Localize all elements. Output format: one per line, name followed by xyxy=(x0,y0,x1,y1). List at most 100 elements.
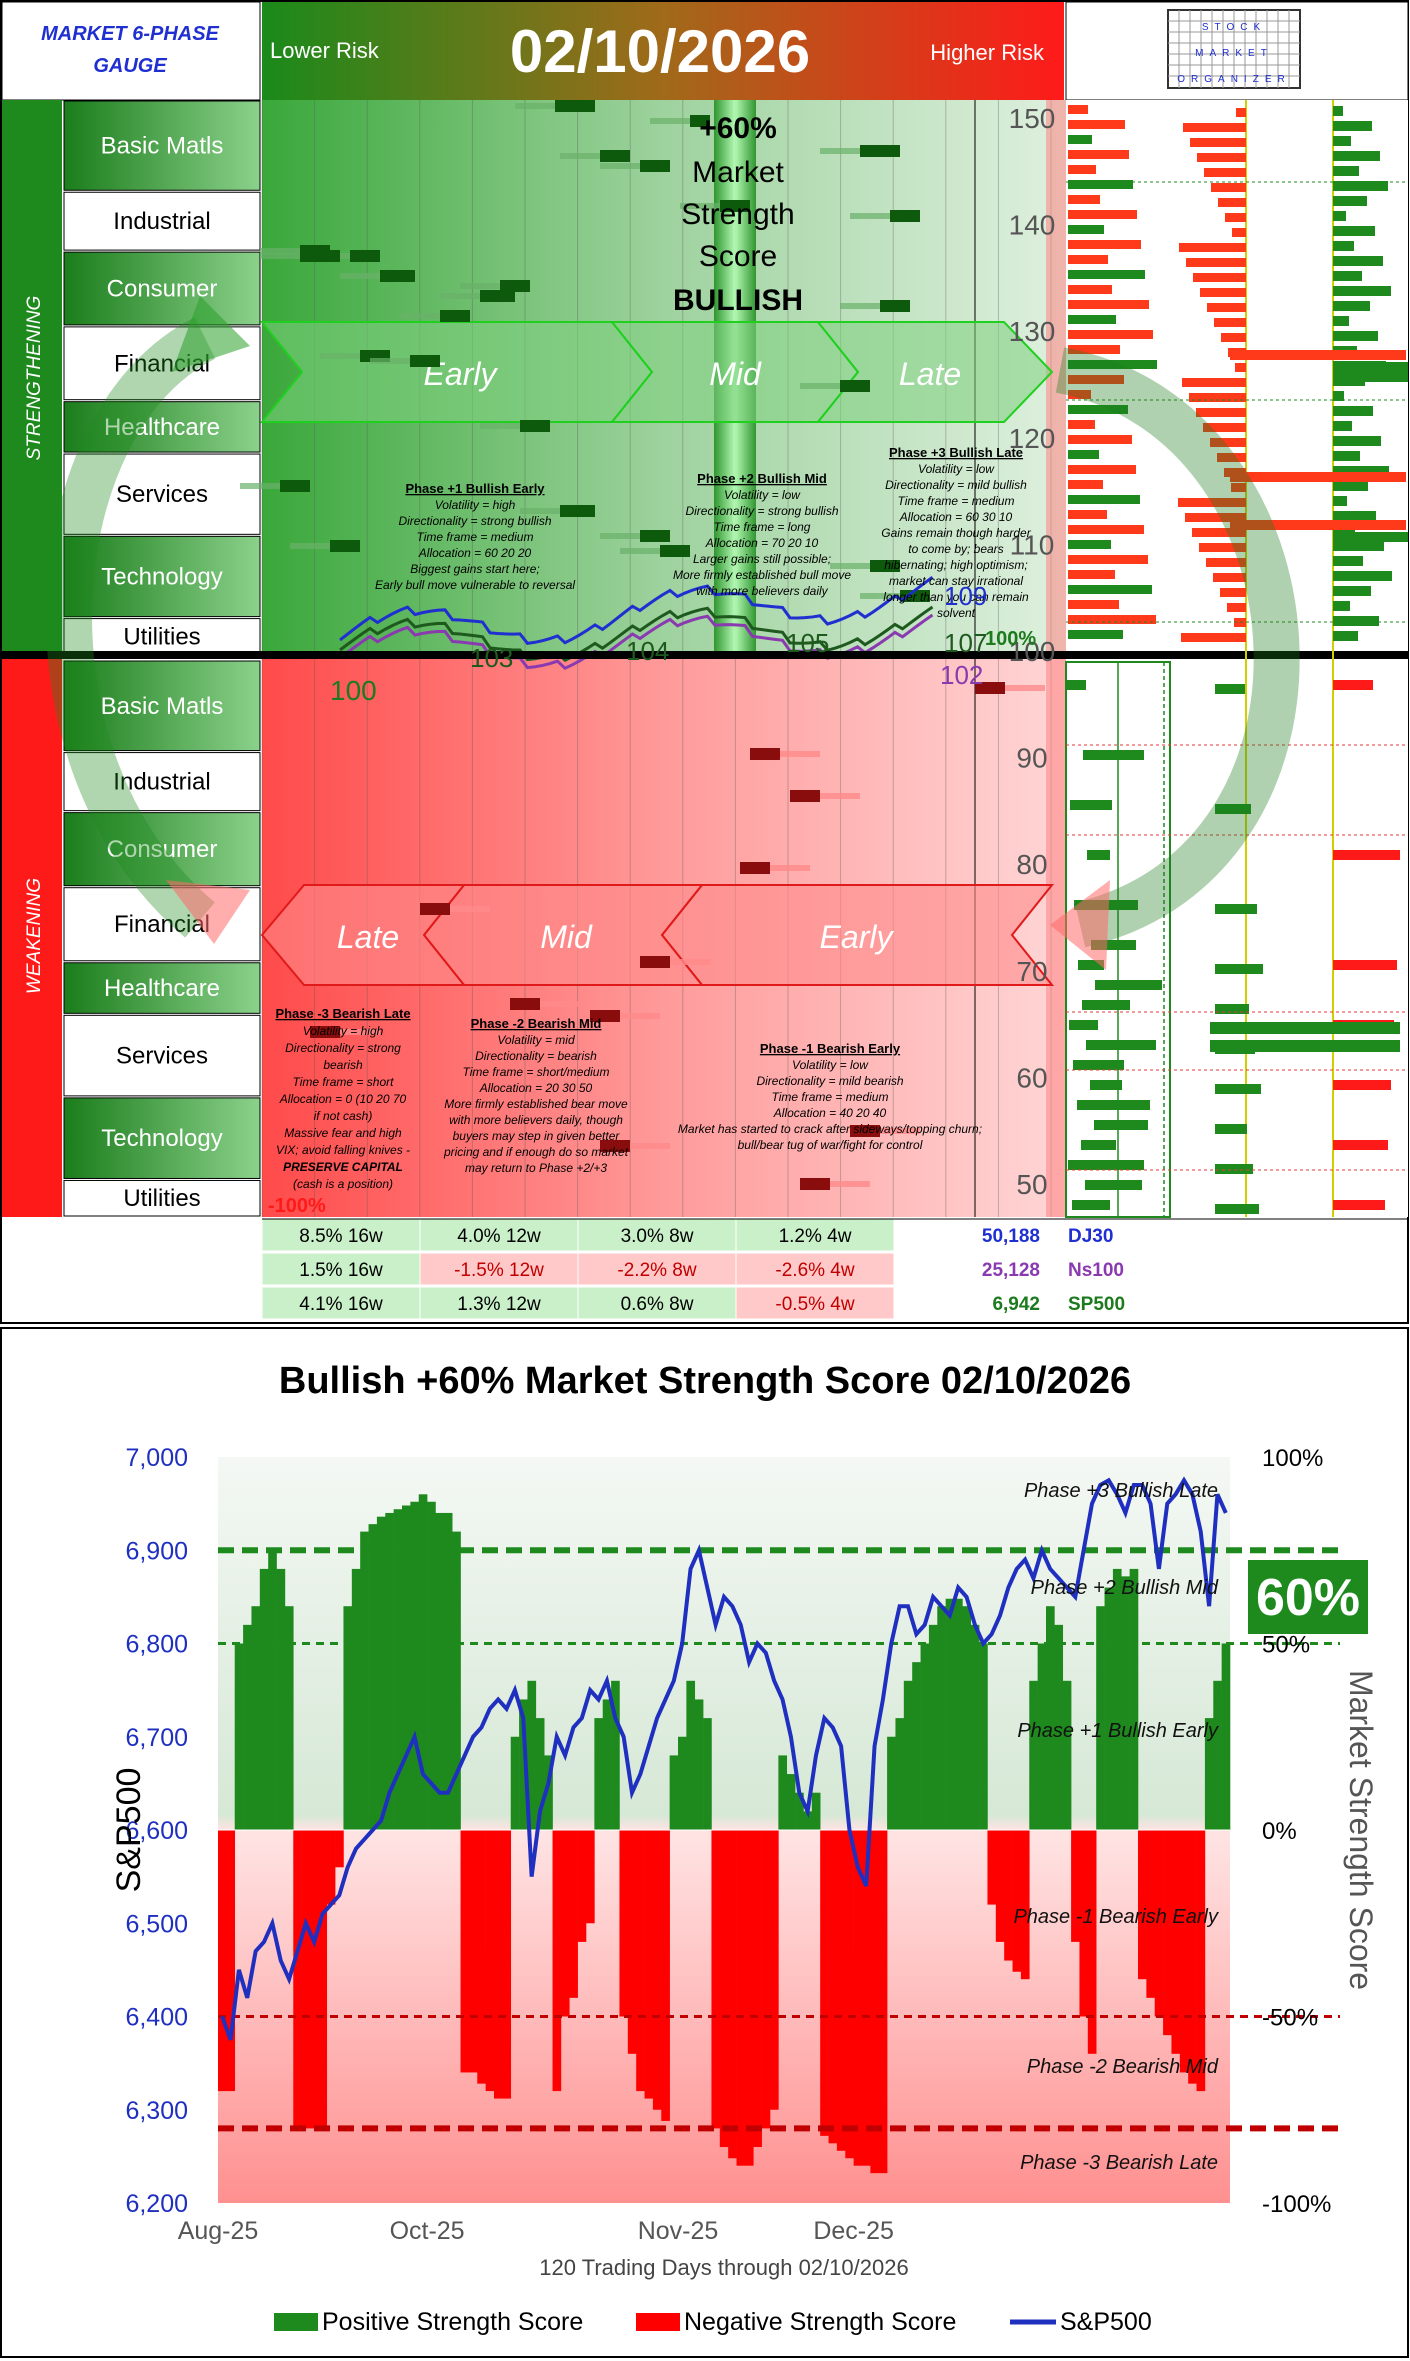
strength-bar xyxy=(268,1550,277,1830)
sector-healthcare: Healthcare xyxy=(104,414,220,441)
return-cell: 0.6% 8w xyxy=(621,1294,694,1315)
phase-label: Phase +3 Bullish Late xyxy=(1024,1480,1218,1502)
phase-title: Phase -3 Bearish Late xyxy=(275,1006,410,1021)
strength-bar xyxy=(736,1830,746,2166)
phase-line: longer than you can remain xyxy=(883,590,1029,604)
logo-text-1: MARKET xyxy=(1195,48,1273,59)
strength-bar xyxy=(310,1830,319,2129)
strength-bar xyxy=(452,1531,461,1830)
sector-basic-matls: Basic Matls xyxy=(101,693,224,720)
phase-line: to come by; bears xyxy=(908,542,1003,556)
right-tick: 50% xyxy=(1262,1632,1310,1659)
strength-bar xyxy=(828,1830,838,2144)
sector-technology: Technology xyxy=(101,563,222,590)
phase-line: Directionality = mild bullish xyxy=(885,478,1027,492)
strength-bar xyxy=(343,1606,353,1830)
gauge-tick-60: 60 xyxy=(1016,1062,1047,1093)
strength-bar xyxy=(1171,1830,1181,2054)
gauge-date: 02/10/2026 xyxy=(510,18,810,85)
phase-line: Time frame = medium xyxy=(417,530,534,544)
strength-bar xyxy=(376,1516,386,1830)
legend-negative: Negative Strength Score xyxy=(684,2308,956,2336)
strength-bar xyxy=(243,1624,252,1830)
strength-bar xyxy=(669,1755,679,1830)
gauge-title: MARKET 6-PHASE xyxy=(41,23,219,45)
phase-label: Phase +2 Bullish Mid xyxy=(1031,1577,1219,1599)
sector-industrial: Industrial xyxy=(113,769,210,796)
left-tick: 6,300 xyxy=(125,2097,188,2125)
arrow-mid-bottom: Mid xyxy=(540,919,593,955)
x-tick: Nov-25 xyxy=(638,2217,719,2245)
sector-services: Services xyxy=(116,1043,208,1070)
strength-bar xyxy=(744,1830,754,2166)
pct-top-label: 100% xyxy=(985,628,1036,650)
return-cell: 1.5% 16w xyxy=(299,1260,383,1281)
phase-line: Biggest gains start here; xyxy=(410,562,539,576)
strength-bar xyxy=(293,1830,302,2129)
strength-bar xyxy=(402,1505,411,1830)
score-line-strength: Strength xyxy=(681,198,794,231)
strength-bar xyxy=(494,1830,503,2099)
phase-title: Phase -1 Bearish Early xyxy=(760,1041,901,1056)
score-line-market: Market xyxy=(692,156,784,189)
phase-line: may return to Phase +2/+3 xyxy=(465,1161,607,1175)
strength-bar xyxy=(301,1830,311,2129)
strength-bar xyxy=(435,1512,445,1830)
legend-positive: Positive Strength Score xyxy=(322,2308,583,2336)
logo-text-2: ORGANIZER xyxy=(1177,74,1290,85)
phase-line: VIX; avoid falling knives - xyxy=(276,1143,410,1157)
strength-bar xyxy=(1188,1830,1197,2084)
strength-bar xyxy=(937,1606,946,1830)
phase-title: Phase +3 Bullish Late xyxy=(889,445,1023,460)
phase-label: Phase +1 Bullish Early xyxy=(1017,1720,1219,1742)
gauge-axis: 150 140 130 120 110 100 90 80 70 60 50 xyxy=(1009,103,1056,1200)
index-start-label: 100 xyxy=(330,675,377,706)
strength-bar xyxy=(661,1830,670,2121)
strength-bar xyxy=(1196,1830,1206,2092)
strength-bar xyxy=(443,1512,453,1830)
market-strength-chart: Bullish +60% Market Strength Score 02/10… xyxy=(0,1327,1409,2358)
y-left-axis-label: S&P500 xyxy=(110,1768,148,1893)
strength-bar xyxy=(226,1830,236,2092)
strength-bar xyxy=(895,1718,905,1830)
phase-line: Market has started to crack after sidewa… xyxy=(678,1122,982,1136)
strength-bar xyxy=(728,1830,737,2159)
strength-bar xyxy=(1079,1830,1089,2017)
arrow-mid-top: Mid xyxy=(709,356,762,392)
sector-healthcare: Healthcare xyxy=(104,975,220,1002)
return-cell: 1.2% 4w xyxy=(779,1226,852,1247)
ns-index-label: 102 xyxy=(940,660,983,690)
left-tick: 6,500 xyxy=(125,1910,188,1938)
phase-title: Phase -2 Bearish Mid xyxy=(471,1016,602,1031)
gauge-tick-70: 70 xyxy=(1016,956,1047,987)
return-cell: 3.0% 8w xyxy=(621,1226,694,1247)
strength-bar xyxy=(594,1718,604,1830)
lower-risk-label: Lower Risk xyxy=(270,38,380,63)
return-cell: -2.2% 8w xyxy=(617,1260,696,1281)
strength-bar xyxy=(1221,1643,1231,1830)
phase-label: Phase -2 Bearish Mid xyxy=(1027,2056,1219,2078)
strength-bar xyxy=(770,1830,779,2110)
strength-bar xyxy=(945,1598,955,1830)
sp500-line xyxy=(220,1476,1228,2041)
index-level: 50,188 xyxy=(982,1226,1040,1247)
strength-bar xyxy=(502,1830,512,2099)
return-cell: 4.1% 16w xyxy=(299,1294,383,1315)
score-line-score: Score xyxy=(699,240,777,273)
strength-bar xyxy=(1179,1830,1189,2073)
strength-bar xyxy=(569,1830,578,1998)
gauge-tick-100: 100 xyxy=(1009,636,1056,667)
strength-bar xyxy=(1129,1568,1139,1830)
strength-bar xyxy=(251,1606,261,1830)
strength-bar xyxy=(711,1830,721,2129)
phase-line: Massive fear and high xyxy=(284,1126,402,1140)
sector-detail-panels xyxy=(1065,100,1408,1218)
phase-line: Allocation = 60 30 10 xyxy=(899,510,1013,524)
strength-bar xyxy=(602,1699,612,1830)
phase-title: Phase +1 Bullish Early xyxy=(405,481,545,496)
strength-bar xyxy=(335,1830,344,1868)
plot-area: 7,000 6,900 6,800 6,700 6,600 6,500 6,400 6,300… xyxy=(125,1444,1340,2245)
strength-bar xyxy=(460,1830,470,2073)
stock-market-organizer-logo: STOCK MARKET ORGANIZER xyxy=(1167,9,1301,89)
rotation-arrowheads xyxy=(166,296,1110,970)
